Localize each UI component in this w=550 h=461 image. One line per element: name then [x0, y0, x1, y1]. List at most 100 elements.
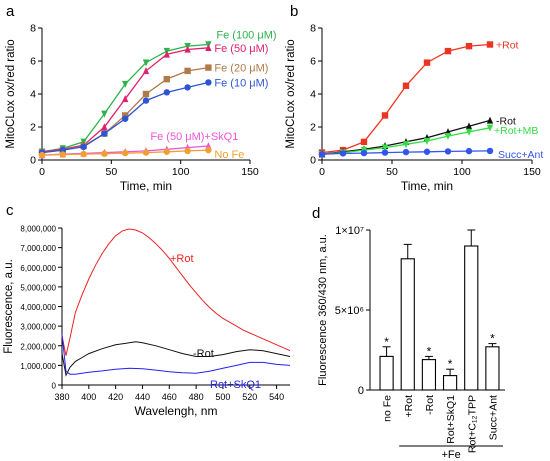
category-label-0: no Fe [382, 395, 394, 422]
y-tick-label: 1,000,000 [20, 362, 56, 371]
y-tick-label: 4,000,000 [20, 303, 56, 312]
y-tick-label: 4 [310, 89, 316, 101]
data-point-3-5 [423, 148, 431, 155]
data-point-0-3 [381, 112, 389, 119]
bar-4 [464, 245, 479, 391]
bar-0 [379, 355, 394, 391]
y-tick-label: 0 [52, 382, 57, 391]
y-tick-label: 0 [310, 155, 316, 167]
data-point-2-4 [122, 112, 129, 119]
x-tick-label: 100 [453, 166, 471, 178]
data-point-1-8 [486, 116, 494, 124]
data-point-2-8 [486, 124, 494, 132]
y-tick-label: 2 [310, 122, 316, 134]
y-tick-label: 6,000,000 [20, 264, 56, 273]
data-point-1-7 [465, 122, 473, 130]
x-tick-label: 0 [39, 166, 45, 178]
legend-label-3: Fe (10 μM) [214, 77, 268, 89]
y-tick-label: 0 [30, 155, 36, 167]
data-point-0-2 [360, 138, 368, 146]
legend-label-2: +Rot+MB [494, 125, 538, 137]
data-point-5-6 [163, 148, 170, 155]
data-point-5-5 [142, 149, 150, 156]
x-axis-title: Time, min [120, 179, 172, 193]
significance-mark-0: * [384, 335, 389, 349]
y-tick-label: 8 [310, 23, 316, 35]
x-tick-label: 500 [215, 392, 230, 402]
data-point-5-8 [205, 146, 212, 154]
data-point-3-4 [402, 148, 410, 156]
data-point-3-0 [318, 151, 326, 158]
x-tick-label: 420 [108, 392, 123, 402]
data-point-3-7 [184, 84, 191, 91]
x-tick-label: 150 [241, 166, 259, 178]
y-tick-label: 0 [358, 385, 364, 397]
series-line-1 [61, 341, 291, 377]
y-tick-label: 7,000,000 [20, 244, 56, 253]
group-label: +Fe [441, 449, 460, 461]
x-tick-label: 50 [386, 166, 398, 178]
data-point-0-5 [423, 59, 431, 66]
data-point-3-1 [59, 146, 66, 154]
y-tick-label: 5×10⁶ [335, 305, 364, 317]
y-tick-label: 6 [310, 56, 316, 68]
y-tick-label: 6 [30, 56, 36, 68]
data-point-5-3 [101, 150, 108, 157]
data-point-3-6 [163, 89, 170, 96]
data-point-3-6 [444, 148, 452, 155]
series-line-2 [61, 333, 291, 375]
panel-label-d: d [312, 205, 320, 222]
legend-label-3: Succ+Ant [498, 149, 543, 161]
legend-label-0: Fe (100 μM) [216, 30, 276, 42]
data-point-2-5 [423, 137, 431, 145]
legend-label-1: -Rot [496, 115, 516, 127]
x-tick-label: 0 [319, 166, 325, 178]
y-tick-label: 5,000,000 [20, 283, 56, 292]
x-tick-label: 380 [54, 392, 69, 402]
data-point-5-7 [184, 147, 191, 155]
category-label-3: Rot+SkQ1 [445, 395, 457, 444]
y-axis-title: MitoCLox ox/red ratio [285, 39, 297, 148]
y-tick-label: 4 [30, 89, 36, 101]
legend-label-4: Fe (50 μM)+SkQ1 [150, 131, 238, 143]
panel-d-bar-chart: 0 5×10⁶ 1×10⁷ Fluorescence 360/430 nm, a.u.… [317, 225, 505, 461]
legend-label-0: +Rot [170, 253, 194, 265]
data-point-0-4 [402, 82, 410, 89]
x-tick-label: 100 [172, 166, 190, 178]
data-point-3-2 [360, 149, 368, 157]
significance-mark-5: * [490, 332, 495, 346]
category-label-2: -Rot [424, 395, 436, 415]
y-axis-title: Fluorescence 360/430 nm, a.u. [317, 234, 329, 386]
x-axis-title: Wavelengh, nm [135, 404, 218, 418]
data-point-1-3 [101, 123, 108, 131]
legend-label-0: +Rot [496, 40, 519, 52]
data-point-2-8 [205, 64, 212, 71]
data-point-3-1 [339, 150, 347, 157]
data-point-0-7 [465, 42, 473, 50]
data-point-3-3 [381, 149, 389, 156]
series-line-0 [61, 228, 291, 356]
x-tick-label: 150 [523, 166, 541, 178]
data-point-0-3 [101, 110, 108, 118]
category-label-4: Rot+C₁₂TPP [466, 395, 478, 453]
bar-1 [400, 258, 415, 391]
data-point-5-4 [122, 149, 129, 157]
legend-label-5: No Fe [214, 149, 244, 161]
legend-label-1: Fe (50 μM) [214, 43, 268, 55]
data-point-5-2 [80, 150, 87, 158]
significance-mark-2: * [427, 344, 432, 358]
data-point-0-6 [444, 47, 452, 55]
data-point-1-7 [184, 45, 191, 53]
data-point-2-5 [142, 90, 150, 98]
data-point-1-5 [142, 67, 150, 75]
data-point-2-3 [381, 144, 389, 152]
bar-2 [421, 359, 437, 391]
y-tick-label: 8,000,000 [20, 225, 56, 234]
panel-label-b: b [290, 3, 298, 20]
data-point-1-8 [205, 44, 212, 51]
data-point-1-4 [122, 95, 129, 103]
panel-b-line-chart: 0 50 100 150 0 2 4 6 8 Time, min MitoCLox ox/red r… [285, 23, 543, 194]
data-point-2-7 [184, 67, 191, 75]
legend-label-2: Rot+SkQ1 [210, 379, 261, 391]
